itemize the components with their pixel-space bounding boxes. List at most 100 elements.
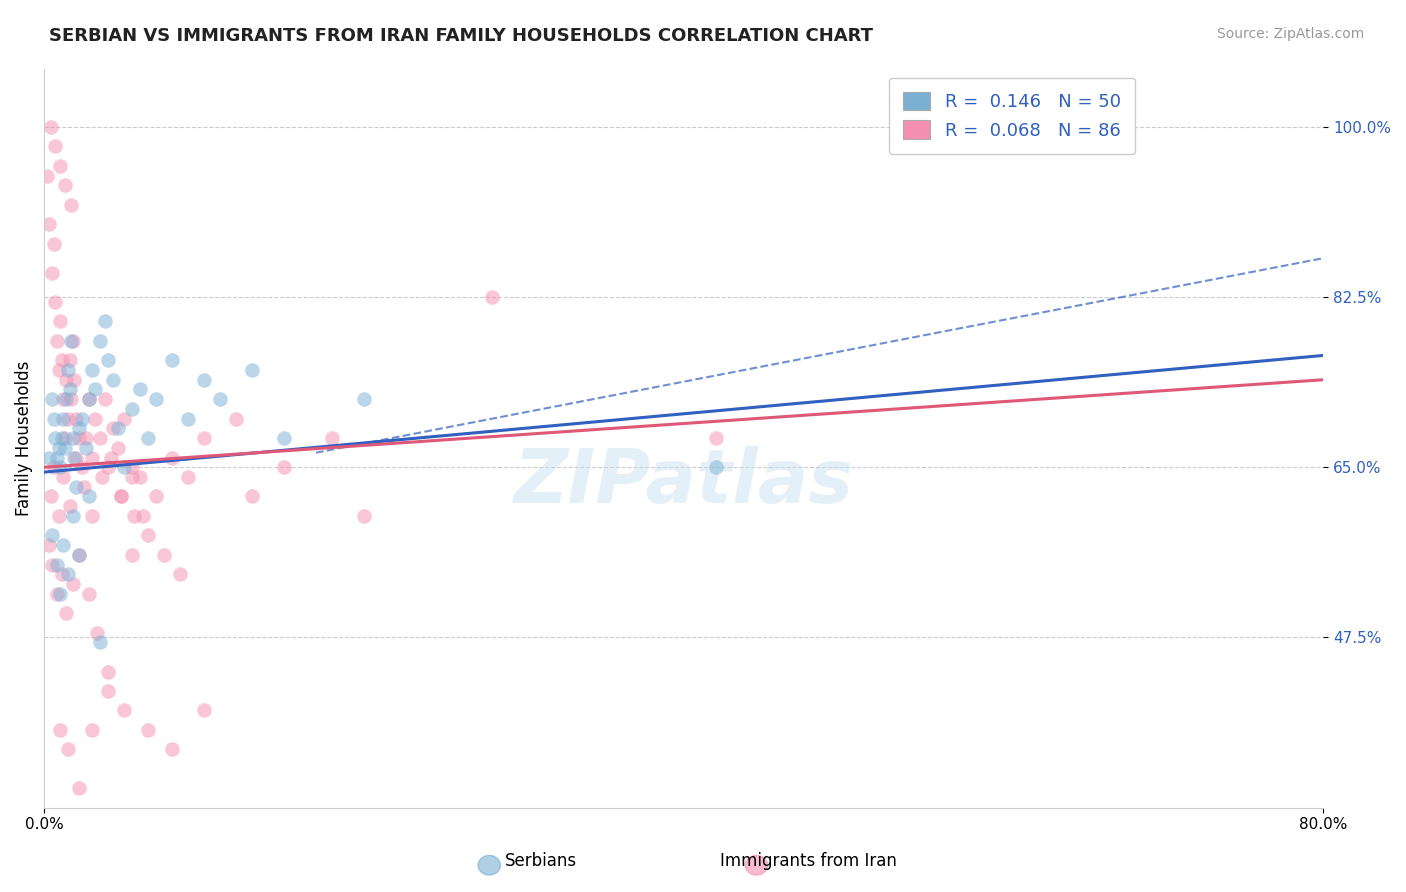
Point: [129, 470, 152, 484]
Point: [67, 431, 90, 445]
Point: [84, 383, 107, 397]
Point: [160, 450, 183, 465]
Point: [62, 334, 84, 348]
Point: [65, 411, 87, 425]
Legend: R =  0.146   N = 50, R =  0.068   N = 86: R = 0.146 N = 50, R = 0.068 N = 86: [889, 78, 1135, 154]
Point: [41, 528, 63, 542]
Point: [45, 587, 67, 601]
Point: [65, 450, 87, 465]
Point: [49, 723, 72, 737]
Text: SERBIAN VS IMMIGRANTS FROM IRAN FAMILY HOUSEHOLDS CORRELATION CHART: SERBIAN VS IMMIGRANTS FROM IRAN FAMILY H…: [49, 27, 873, 45]
Point: [160, 742, 183, 756]
Point: [153, 548, 176, 562]
Point: [56, 363, 79, 377]
Point: [67, 781, 90, 796]
Point: [136, 431, 159, 445]
Point: [704, 431, 727, 445]
Point: [38, 538, 60, 552]
Point: [48, 441, 70, 455]
Point: [240, 363, 263, 377]
Point: [60, 334, 83, 348]
Point: [208, 392, 231, 407]
Point: [100, 450, 122, 465]
Point: [80, 450, 103, 465]
Point: [52, 411, 75, 425]
Point: [89, 635, 111, 649]
Point: [45, 450, 67, 465]
Point: [77, 392, 100, 407]
Point: [38, 450, 60, 465]
Point: [60, 392, 83, 407]
Point: [107, 421, 129, 435]
Point: [67, 421, 90, 435]
Point: [62, 508, 84, 523]
Point: [52, 470, 75, 484]
Point: [353, 392, 375, 407]
Point: [42, 460, 65, 475]
Point: [49, 587, 72, 601]
Point: [39, 490, 62, 504]
Text: Serbians: Serbians: [505, 852, 578, 870]
Point: [321, 431, 343, 445]
Point: [353, 508, 375, 523]
Point: [56, 742, 79, 756]
Point: [177, 411, 200, 425]
Point: [42, 236, 65, 251]
Point: [41, 558, 63, 572]
Point: [704, 460, 727, 475]
Point: [77, 490, 100, 504]
Point: [52, 538, 75, 552]
Point: [37, 169, 59, 183]
Point: [55, 373, 77, 387]
Point: [80, 363, 103, 377]
Point: [51, 567, 73, 582]
Point: [193, 373, 215, 387]
Point: [80, 723, 103, 737]
Point: [89, 431, 111, 445]
Point: [136, 528, 159, 542]
Point: [56, 567, 79, 582]
Point: [52, 392, 75, 407]
Point: [121, 470, 143, 484]
Point: [59, 383, 82, 397]
Point: [56, 411, 79, 425]
Point: [62, 577, 84, 591]
Point: [101, 373, 124, 387]
Point: [44, 139, 66, 153]
Point: [193, 431, 215, 445]
Point: [59, 353, 82, 368]
Point: [121, 548, 143, 562]
Point: [44, 294, 66, 309]
Point: [65, 480, 87, 494]
Point: [75, 441, 97, 455]
Point: [101, 421, 124, 435]
Point: [122, 508, 145, 523]
Point: [481, 290, 503, 304]
Point: [77, 392, 100, 407]
Point: [273, 431, 295, 445]
Point: [51, 353, 73, 368]
Point: [39, 120, 62, 134]
Point: [240, 490, 263, 504]
Point: [107, 441, 129, 455]
Point: [121, 460, 143, 475]
Point: [132, 508, 155, 523]
Point: [97, 665, 120, 679]
Point: [110, 490, 132, 504]
Point: [75, 431, 97, 445]
Point: [89, 334, 111, 348]
Point: [77, 587, 100, 601]
Point: [112, 460, 135, 475]
Point: [97, 353, 120, 368]
Point: [73, 480, 96, 494]
Text: Source: ZipAtlas.com: Source: ZipAtlas.com: [1216, 27, 1364, 41]
Point: [53, 441, 76, 455]
Point: [90, 470, 112, 484]
Point: [86, 625, 108, 640]
Point: [51, 431, 73, 445]
Point: [129, 383, 152, 397]
Point: [49, 314, 72, 328]
Text: ZIPatlas: ZIPatlas: [513, 446, 853, 519]
Point: [72, 460, 94, 475]
Point: [41, 266, 63, 280]
